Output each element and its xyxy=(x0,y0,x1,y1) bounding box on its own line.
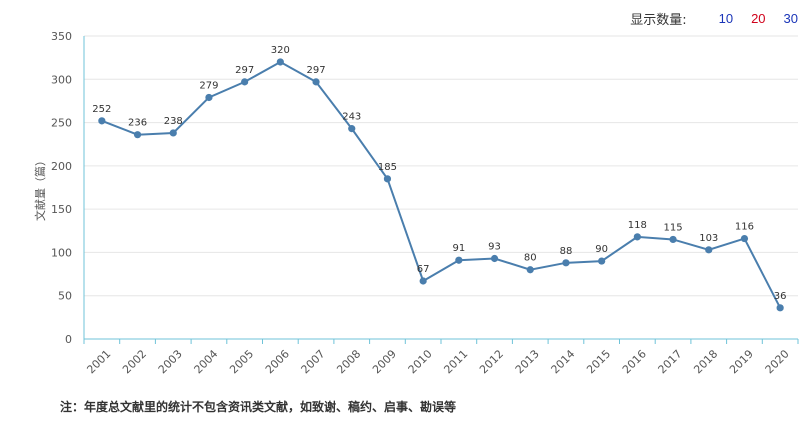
x-tick-label: 2004 xyxy=(192,347,221,376)
grid-lines xyxy=(84,35,798,297)
x-tick-label: 2013 xyxy=(513,347,542,376)
x-tick-label: 2015 xyxy=(584,347,613,376)
data-point xyxy=(205,93,213,102)
display-count-label: 显示数量: xyxy=(630,12,687,28)
x-tick-label: 2001 xyxy=(84,347,113,376)
data-label: 103 xyxy=(699,233,718,244)
data-point xyxy=(276,58,284,66)
y-tick-label: 300 xyxy=(51,73,72,86)
display-count-bar: 显示数量: 10 20 30 xyxy=(630,8,798,28)
series-line xyxy=(101,60,782,309)
x-tick-label: 2010 xyxy=(406,347,435,376)
x-tick-label: 2016 xyxy=(620,347,649,376)
data-point xyxy=(526,266,534,274)
y-tick-label: 0 xyxy=(65,333,72,346)
data-point xyxy=(562,259,570,267)
x-tick-label: 2014 xyxy=(549,347,578,376)
data-label: 91 xyxy=(452,243,465,254)
data-label: 93 xyxy=(488,241,501,252)
display-count-20[interactable]: 20 xyxy=(751,10,766,26)
data-point xyxy=(348,125,356,133)
y-axis-label: 文献量（篇） xyxy=(33,155,47,221)
y-tick-label: 250 xyxy=(51,117,72,130)
data-label: 238 xyxy=(164,116,183,127)
data-point xyxy=(705,246,713,254)
x-tick-label: 2017 xyxy=(656,347,685,376)
data-label: 80 xyxy=(524,253,537,264)
data-label: 90 xyxy=(595,244,608,255)
display-count-30[interactable]: 30 xyxy=(783,10,798,26)
data-label: 36 xyxy=(774,291,787,302)
x-tick-label: 2005 xyxy=(227,347,256,376)
data-point xyxy=(598,257,606,265)
x-tick-label: 2018 xyxy=(691,347,720,376)
x-tick-label: 2003 xyxy=(156,347,185,376)
x-tick-label: 2020 xyxy=(763,347,792,376)
x-tick-label: 2008 xyxy=(334,347,363,376)
data-point xyxy=(669,235,677,244)
data-point xyxy=(133,131,142,139)
data-point xyxy=(312,78,320,86)
y-tick-label: 50 xyxy=(58,290,72,303)
data-label: 88 xyxy=(560,246,573,257)
x-tick-label: 2012 xyxy=(477,347,506,376)
x-tick-label: 2006 xyxy=(263,347,292,376)
data-point xyxy=(419,277,427,285)
data-label: 118 xyxy=(628,220,647,231)
data-label: 243 xyxy=(342,112,361,123)
x-tick-label: 2009 xyxy=(370,347,399,376)
data-point xyxy=(633,233,641,241)
x-tick-label: 2007 xyxy=(299,347,328,376)
x-tick-label: 2011 xyxy=(441,347,470,376)
data-point xyxy=(169,129,177,137)
data-point xyxy=(490,254,499,263)
data-label: 115 xyxy=(664,222,683,233)
y-tick-label: 100 xyxy=(51,246,72,259)
data-point xyxy=(455,256,463,264)
y-tick-label: 150 xyxy=(51,203,72,216)
data-point xyxy=(740,234,749,243)
x-tick-label: 2019 xyxy=(727,347,756,376)
data-label: 297 xyxy=(235,65,254,76)
display-count-10[interactable]: 10 xyxy=(718,10,734,26)
y-tick-label: 350 xyxy=(51,30,72,43)
data-label: 116 xyxy=(735,222,754,233)
y-tick-label: 200 xyxy=(51,160,72,173)
data-label: 297 xyxy=(307,65,326,76)
x-tick-label: 2002 xyxy=(120,347,149,376)
data-label: 236 xyxy=(128,118,147,129)
data-point xyxy=(98,117,106,125)
series: 252 236 238 279 297 320 297 243 185 67 91 93 80 88 90 1… xyxy=(92,45,787,312)
data-point xyxy=(383,175,392,183)
data-label: 252 xyxy=(92,104,111,115)
data-point xyxy=(776,304,784,312)
footnote: 注：年度总文献里的统计不包含资讯类文献，如致谢、稿约、启事、勘误等 xyxy=(60,400,457,414)
data-label: 320 xyxy=(271,45,290,56)
data-label: 185 xyxy=(378,162,397,173)
data-label: 279 xyxy=(199,80,218,91)
data-point xyxy=(241,78,249,86)
data-label: 67 xyxy=(417,264,430,275)
